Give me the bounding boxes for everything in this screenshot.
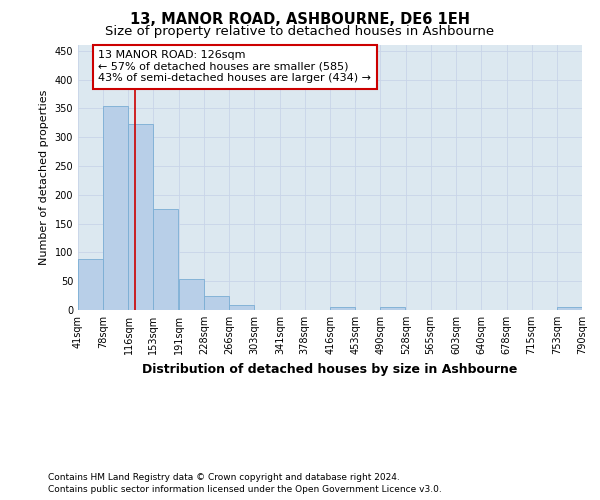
Bar [204, 296, 229, 310]
Y-axis label: Number of detached properties: Number of detached properties [39, 90, 49, 265]
Text: Size of property relative to detached houses in Ashbourne: Size of property relative to detached ho… [106, 25, 494, 38]
Text: Contains HM Land Registry data © Crown copyright and database right 2024.: Contains HM Land Registry data © Crown c… [48, 472, 400, 482]
Text: 13, MANOR ROAD, ASHBOURNE, DE6 1EH: 13, MANOR ROAD, ASHBOURNE, DE6 1EH [130, 12, 470, 28]
Text: 13 MANOR ROAD: 126sqm
← 57% of detached houses are smaller (585)
43% of semi-det: 13 MANOR ROAD: 126sqm ← 57% of detached … [98, 50, 371, 84]
Bar [128, 124, 154, 310]
Bar [78, 258, 103, 310]
X-axis label: Distribution of detached houses by size in Ashbourne: Distribution of detached houses by size … [142, 362, 518, 376]
Bar [331, 307, 355, 310]
Bar [229, 306, 254, 310]
Bar [154, 209, 178, 310]
Bar [103, 106, 128, 310]
Text: Contains public sector information licensed under the Open Government Licence v3: Contains public sector information licen… [48, 485, 442, 494]
Bar [557, 307, 582, 310]
Bar [380, 307, 405, 310]
Bar [179, 280, 204, 310]
